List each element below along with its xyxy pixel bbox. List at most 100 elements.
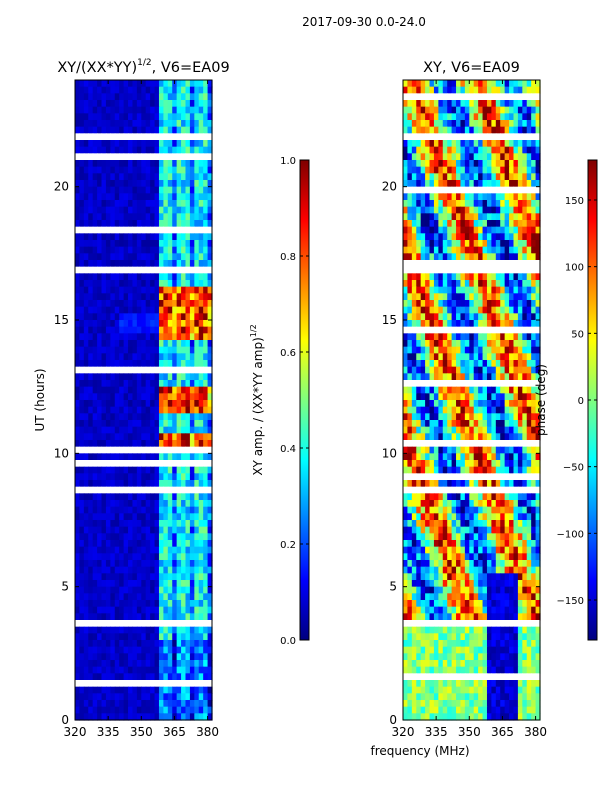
amplitude-cell: [105, 580, 111, 588]
amplitude-cell: [128, 86, 134, 94]
amplitude-cell: [158, 706, 164, 714]
amplitude-cell: [123, 666, 129, 674]
amplitude-cell: [110, 160, 116, 168]
amplitude-cell: [185, 86, 191, 94]
amplitude-cell: [207, 580, 213, 588]
amplitude-cell: [132, 406, 138, 414]
phase-cell: [464, 160, 470, 168]
phase-cell: [442, 146, 448, 154]
phase-cell: [451, 186, 457, 194]
phase-cell: [433, 366, 439, 374]
amplitude-cell: [150, 660, 156, 668]
amplitude-cell: [154, 113, 160, 121]
amplitude-cell: [150, 113, 156, 121]
amplitude-cell: [88, 473, 94, 481]
amplitude-cell: [176, 606, 182, 614]
amplitude-cell: [136, 133, 142, 141]
phase-cell: [478, 380, 484, 388]
amplitude-cell: [105, 446, 111, 454]
phase-cell: [420, 173, 426, 181]
phase-cell: [522, 453, 528, 461]
amplitude-cell: [172, 480, 178, 488]
amplitude-cell: [132, 200, 138, 208]
phase-cell: [411, 160, 417, 168]
amplitude-cell: [189, 486, 195, 494]
phase-cell: [509, 386, 515, 394]
phase-cell: [495, 286, 501, 294]
amplitude-cell: [123, 266, 129, 274]
phase-cell: [486, 386, 492, 394]
amplitude-cell: [176, 80, 182, 88]
phase-cell: [411, 466, 417, 474]
amplitude-cell: [185, 440, 191, 448]
amplitude-cell: [75, 240, 81, 248]
phase-cell: [517, 160, 523, 168]
amplitude-cell: [110, 433, 116, 441]
phase-cell: [495, 100, 501, 108]
amplitude-cell: [176, 620, 182, 628]
phase-cell: [491, 473, 497, 481]
amplitude-cell: [132, 613, 138, 621]
amplitude-cell: [194, 286, 200, 294]
phase-cell: [403, 113, 409, 121]
phase-cell: [451, 266, 457, 274]
amplitude-cell: [83, 300, 89, 308]
phase-cell: [407, 486, 413, 494]
amplitude-cell: [145, 160, 151, 168]
phase-cell: [429, 386, 435, 394]
phase-cell: [407, 220, 413, 228]
amplitude-cell: [110, 246, 116, 254]
phase-cell: [504, 100, 510, 108]
amplitude-cell: [189, 160, 195, 168]
amplitude-cell: [92, 93, 98, 101]
amplitude-cell: [203, 580, 209, 588]
amplitude-cell: [79, 706, 85, 714]
amplitude-cell: [79, 193, 85, 201]
phase-cell: [535, 240, 541, 248]
phase-cell: [473, 120, 479, 128]
amplitude-cell: [79, 153, 85, 161]
phase-cell: [438, 133, 444, 141]
phase-cell: [429, 100, 435, 108]
phase-cell: [420, 266, 426, 274]
phase-cell: [403, 126, 409, 134]
amplitude-cell: [132, 640, 138, 648]
phase-cell: [491, 446, 497, 454]
amplitude-cell: [167, 493, 173, 501]
phase-cell: [478, 146, 484, 154]
amplitude-cell: [110, 173, 116, 181]
amplitude-cell: [181, 246, 187, 254]
phase-cell: [478, 253, 484, 261]
amplitude-cell: [185, 193, 191, 201]
phase-cell: [411, 126, 417, 134]
amplitude-cell: [194, 333, 200, 341]
phase-cell: [464, 466, 470, 474]
amplitude-cell: [207, 426, 213, 434]
amplitude-cell: [92, 173, 98, 181]
phase-cell: [473, 133, 479, 141]
amplitude-cell: [88, 533, 94, 541]
amplitude-cell: [181, 453, 187, 461]
amplitude-cell: [128, 493, 134, 501]
amplitude-cell: [198, 553, 204, 561]
phase-cell: [451, 320, 457, 328]
amplitude-cell: [150, 486, 156, 494]
amplitude-cell: [158, 606, 164, 614]
amplitude-cell: [185, 406, 191, 414]
phase-cell: [486, 100, 492, 108]
amplitude-cell: [128, 426, 134, 434]
amplitude-cell: [176, 93, 182, 101]
phase-cell: [482, 193, 488, 201]
phase-cell: [433, 420, 439, 428]
amplitude-cell: [88, 313, 94, 321]
phase-cell: [495, 400, 501, 408]
amplitude-cell: [203, 473, 209, 481]
amplitude-cell: [167, 560, 173, 568]
amplitude-cell: [123, 80, 129, 88]
amplitude-cell: [141, 500, 147, 508]
phase-cell: [522, 120, 528, 128]
phase-cell: [491, 300, 497, 308]
amplitude-cell: [92, 340, 98, 348]
phase-cell: [522, 386, 528, 394]
amplitude-cell: [181, 186, 187, 194]
